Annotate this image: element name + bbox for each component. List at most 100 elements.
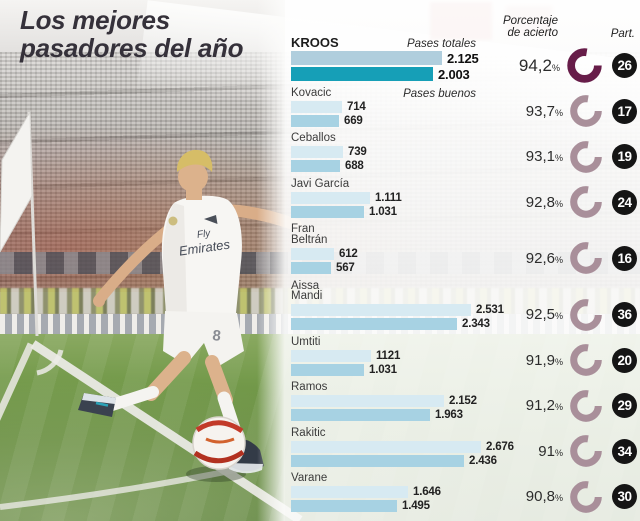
accuracy-donut-icon [570,344,602,376]
accuracy-value: 93,1 [525,148,555,166]
percent-sign: % [554,356,563,367]
player-head [178,162,208,192]
player-row: Aissa Mandi 2.531 2.343 92,5% 36 [291,279,637,332]
percent-sign: % [554,153,563,164]
bar-good-value: 1.963 [435,409,463,422]
participation-badge: 34 [612,438,637,464]
row-metrics: 90,8% 30 [511,480,637,514]
player-row: Ramos 2.152 1.963 91,2% 29 [291,382,637,422]
percent-sign: % [554,254,563,265]
accuracy-text: 92,6% [511,250,563,267]
bar-good-value: 669 [344,114,363,127]
bar-total-value: 612 [339,247,358,260]
row-metrics: 93,1% 19 [511,140,637,174]
series-label: Pases totales [406,38,476,50]
bar-total-value: 1.111 [375,191,402,204]
player-name: Javi García [291,177,350,190]
player-row: Varane 1.646 1.495 90,8% 30 [291,473,637,513]
accuracy-value: 94,2 [518,55,552,75]
accuracy-header: Porcentaje de acierto [503,15,558,39]
percent-sign: % [554,107,563,118]
bar-good-value: 2.436 [469,454,497,467]
bar-good [291,67,433,81]
bar-good [291,160,340,173]
bar-total [291,349,371,362]
participation-badge: 30 [612,484,637,510]
player-row: Umtiti 1121 1.031 91,9% 20 [291,335,637,377]
row-metrics: 92,5% 36 [511,298,637,332]
donut-arc [570,298,602,331]
player-name: Umtiti [291,335,321,348]
accuracy-header-line1: Porcentaje [503,15,558,27]
bar-good-value: 688 [345,160,364,173]
player-row: Ceballos 739 688 93,1% 19 [291,133,637,173]
bar-total-value: 1121 [376,349,401,362]
chart-rows: Pases totales KROOS 2.125 2.003 94,2% 26… [291,36,637,513]
donut-arc [570,344,602,376]
bar-good [291,454,464,467]
bar-good-value: 1.031 [369,205,397,218]
participation-badge: 29 [612,393,637,419]
bar-good [291,205,364,218]
accuracy-text: 91,9% [511,352,563,369]
player-row: Pases buenos Kovacic 714 669 93,7% 17 [291,87,637,128]
row-metrics: 91,2% 29 [511,389,637,423]
player-bars: 612 567 [291,247,637,274]
accuracy-text: 93,7% [511,103,563,120]
title-line1: Los mejores [20,5,170,35]
player-name: Fran Beltrán [291,223,328,246]
row-metrics: 92,8% 24 [511,185,637,219]
accuracy-value: 92,8 [525,193,555,211]
accuracy-donut-icon [570,389,602,422]
accuracy-donut-icon [570,481,602,513]
participation-badge: 17 [612,98,637,124]
pitch-lines [0,340,303,521]
bar-total [291,100,342,113]
row-metrics: 94,2% 26 [508,48,637,83]
player-bars: 1.111 1.031 [291,191,637,218]
bar-good [291,500,397,513]
player-name: Ramos [291,381,328,394]
donut-arc [570,95,602,127]
shorts-number: 8 [212,327,222,345]
player-bars: 739 688 [291,146,637,173]
accuracy-text: 91,2% [511,397,563,414]
player-bars: 2.676 2.436 [291,440,637,467]
accuracy-donut-icon [570,242,602,275]
player-name: Ceballos [291,132,336,145]
player-left-sock [106,386,159,411]
player-bars: 1.646 1.495 [291,486,637,513]
player-name: Rakitic [291,426,326,439]
bar-total [291,486,408,499]
donut-arc [567,48,602,83]
player-bars: 2.125 2.003 [291,51,637,82]
bar-good [291,363,364,376]
player-name: Aissa Mandi [291,279,323,303]
accuracy-value: 93,7 [525,102,555,120]
percent-sign: % [554,402,563,413]
participation-badge: 20 [612,347,637,373]
accuracy-text: 92,5% [511,306,563,323]
accuracy-donut-icon [570,140,602,173]
participation-badge: 19 [612,144,637,170]
accuracy-donut-icon [570,95,602,127]
row-metrics: 91,9% 20 [511,343,637,377]
player-figure: Fly Emirates 8 [78,149,302,482]
bar-good [291,409,430,422]
bar-total-value: 1.646 [413,486,441,499]
participation-badge: 26 [612,53,637,78]
bar-good-value: 2.343 [462,318,490,331]
bar-good [291,114,339,127]
accuracy-donut-icon [567,48,602,83]
player-bars: 2.152 1.963 [291,395,637,422]
accuracy-text: 94,2% [508,56,560,76]
accuracy-donut-icon [570,435,602,468]
row-metrics: 92,6% 16 [511,241,637,275]
donut-arc [570,389,602,422]
player-row: Rakitic 2.676 2.436 91% 34 [291,426,637,468]
bar-total-value: 2.125 [447,50,479,66]
bar-total-value: 739 [348,146,367,159]
title-line2: pasadores del año [20,33,244,63]
bar-total [291,247,334,260]
accuracy-value: 92,5 [525,306,555,324]
